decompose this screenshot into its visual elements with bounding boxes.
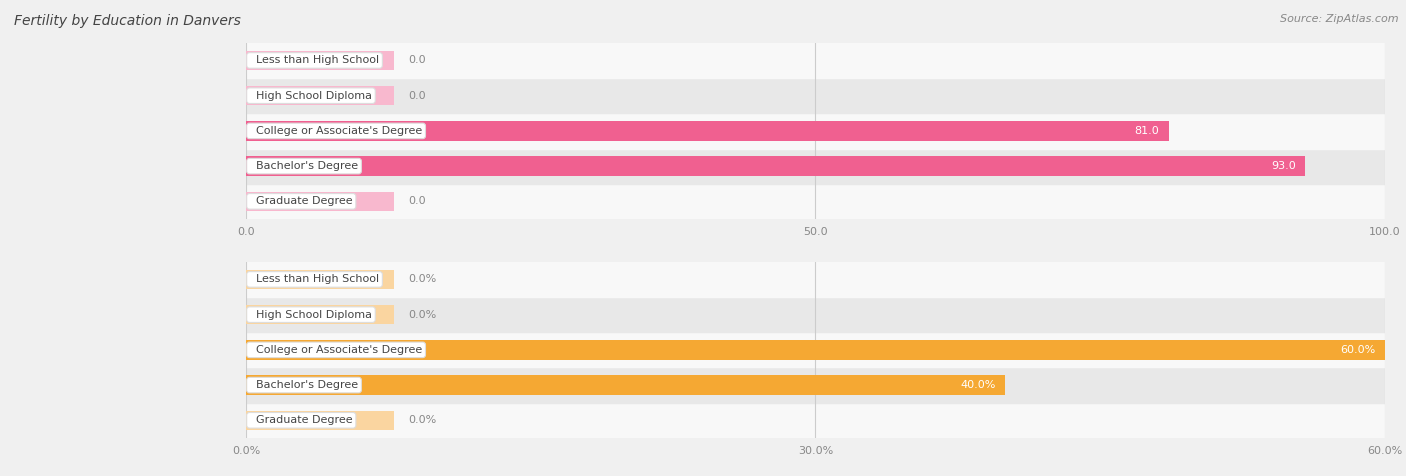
- Bar: [246, 78, 1385, 113]
- Text: 0.0%: 0.0%: [408, 309, 436, 320]
- Text: Fertility by Education in Danvers: Fertility by Education in Danvers: [14, 14, 240, 28]
- Bar: [246, 376, 394, 395]
- Bar: [246, 340, 394, 359]
- Bar: [246, 262, 1385, 297]
- Bar: [246, 43, 1385, 78]
- Text: 0.0: 0.0: [408, 55, 426, 66]
- Bar: [246, 51, 394, 70]
- Text: 0.0%: 0.0%: [408, 415, 436, 426]
- Text: 40.0%: 40.0%: [960, 380, 997, 390]
- Text: College or Associate's Degree: College or Associate's Degree: [249, 345, 423, 355]
- Bar: [246, 297, 1385, 332]
- Bar: [246, 192, 394, 211]
- Text: Bachelor's Degree: Bachelor's Degree: [249, 161, 359, 171]
- Bar: [246, 184, 1385, 219]
- Text: Less than High School: Less than High School: [249, 274, 380, 285]
- Text: Source: ZipAtlas.com: Source: ZipAtlas.com: [1281, 14, 1399, 24]
- Text: Bachelor's Degree: Bachelor's Degree: [249, 380, 359, 390]
- Text: Less than High School: Less than High School: [249, 55, 380, 66]
- Text: Graduate Degree: Graduate Degree: [249, 196, 353, 207]
- Text: High School Diploma: High School Diploma: [249, 90, 373, 101]
- Text: College or Associate's Degree: College or Associate's Degree: [249, 126, 423, 136]
- Bar: [246, 157, 394, 176]
- Text: 0.0%: 0.0%: [408, 274, 436, 285]
- Bar: [246, 305, 394, 324]
- Text: 0.0: 0.0: [408, 90, 426, 101]
- Text: 81.0: 81.0: [1135, 126, 1160, 136]
- Bar: [246, 332, 1385, 367]
- Bar: [246, 367, 1385, 403]
- Bar: [246, 86, 394, 105]
- Text: 93.0: 93.0: [1271, 161, 1296, 171]
- Text: 0.0: 0.0: [408, 196, 426, 207]
- Text: High School Diploma: High School Diploma: [249, 309, 373, 320]
- Bar: [246, 157, 1305, 176]
- Bar: [246, 113, 1385, 149]
- Bar: [246, 403, 1385, 438]
- Bar: [246, 270, 394, 289]
- Text: 60.0%: 60.0%: [1340, 345, 1376, 355]
- Bar: [246, 149, 1385, 184]
- Bar: [246, 411, 394, 430]
- Bar: [246, 121, 1168, 140]
- Bar: [246, 121, 394, 140]
- Bar: [246, 340, 1385, 359]
- Text: Graduate Degree: Graduate Degree: [249, 415, 353, 426]
- Bar: [246, 376, 1005, 395]
